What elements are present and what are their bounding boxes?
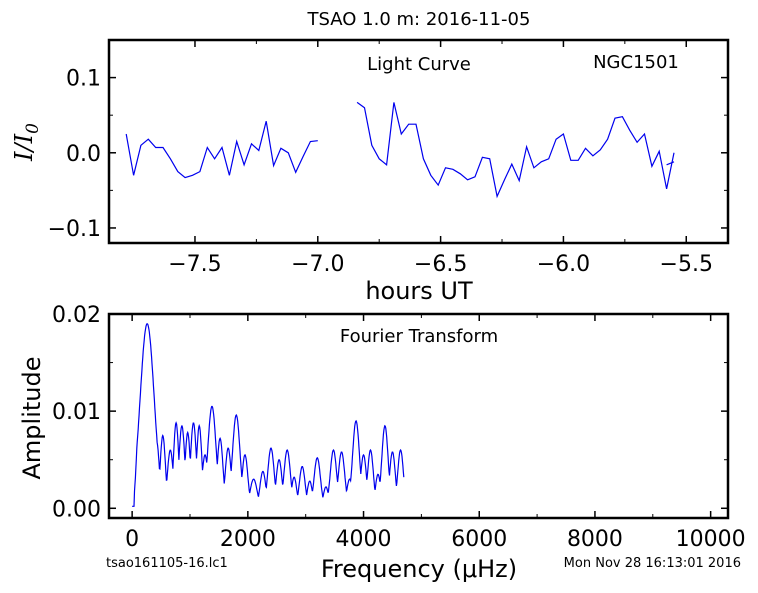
- y-tick-label: 0.02: [52, 303, 101, 328]
- object-name-label: NGC1501: [593, 52, 679, 73]
- light-curve-frame: [107, 38, 730, 245]
- y-tick-label: 0.01: [52, 400, 101, 425]
- light-curve-series: [125, 101, 675, 199]
- fourier-panel: 0 2000 4000 6000 8000 10000 0.00 0.01 0.02 Fouri…: [18, 303, 746, 583]
- light-curve-ylabel: I/I0: [10, 123, 43, 162]
- fourier-xlabel: Frequency (μHz): [321, 555, 517, 583]
- y-tick-label: 0.0: [66, 142, 101, 167]
- x-tick-label: −6.5: [414, 252, 467, 277]
- x-tick-label: 10000: [676, 527, 746, 552]
- y-tick-label: −0.1: [48, 217, 101, 242]
- x-tick-label: −5.5: [660, 252, 713, 277]
- figure-title: TSAO 1.0 m: 2016-11-05: [307, 9, 531, 30]
- x-tick-label: 6000: [451, 527, 507, 552]
- footer-filename: tsao161105-16.lc1: [106, 556, 228, 571]
- light-curve-line-segment: [356, 101, 675, 199]
- x-tick-label: −7.5: [168, 252, 221, 277]
- fourier-label: Fourier Transform: [340, 326, 498, 347]
- x-tick-label: 8000: [567, 527, 623, 552]
- light-curve-xlabel: hours UT: [365, 277, 473, 305]
- x-tick-label: −6.0: [537, 252, 590, 277]
- x-tick-label: 2000: [220, 527, 276, 552]
- fourier-amplitude-line: [132, 323, 405, 507]
- y-tick-label: 0.1: [66, 67, 101, 92]
- light-curve-line-segment: [125, 121, 318, 179]
- fourier-series: [132, 323, 405, 507]
- y-tick-label: 0.00: [52, 497, 101, 522]
- footer-timestamp: Mon Nov 28 16:13:01 2016: [564, 556, 741, 571]
- x-tick-label: −7.0: [291, 252, 344, 277]
- light-curve-panel: −7.5 −7.0 −6.5 −6.0 −5.5 −0.1 0.0 0.1 Light Cur…: [10, 38, 730, 305]
- light-curve-ticks: −7.5 −7.0 −6.5 −6.0 −5.5 −0.1 0.0 0.1: [48, 40, 728, 277]
- fourier-ticks: 0 2000 4000 6000 8000 10000 0.00 0.01 0.02: [52, 303, 746, 552]
- x-tick-label: 0: [125, 527, 139, 552]
- light-curve-label: Light Curve: [367, 54, 471, 75]
- fourier-frame: [107, 312, 730, 520]
- x-tick-label: 4000: [336, 527, 392, 552]
- fourier-ylabel: Amplitude: [18, 357, 46, 480]
- light-curve-line-tail: [666, 161, 675, 166]
